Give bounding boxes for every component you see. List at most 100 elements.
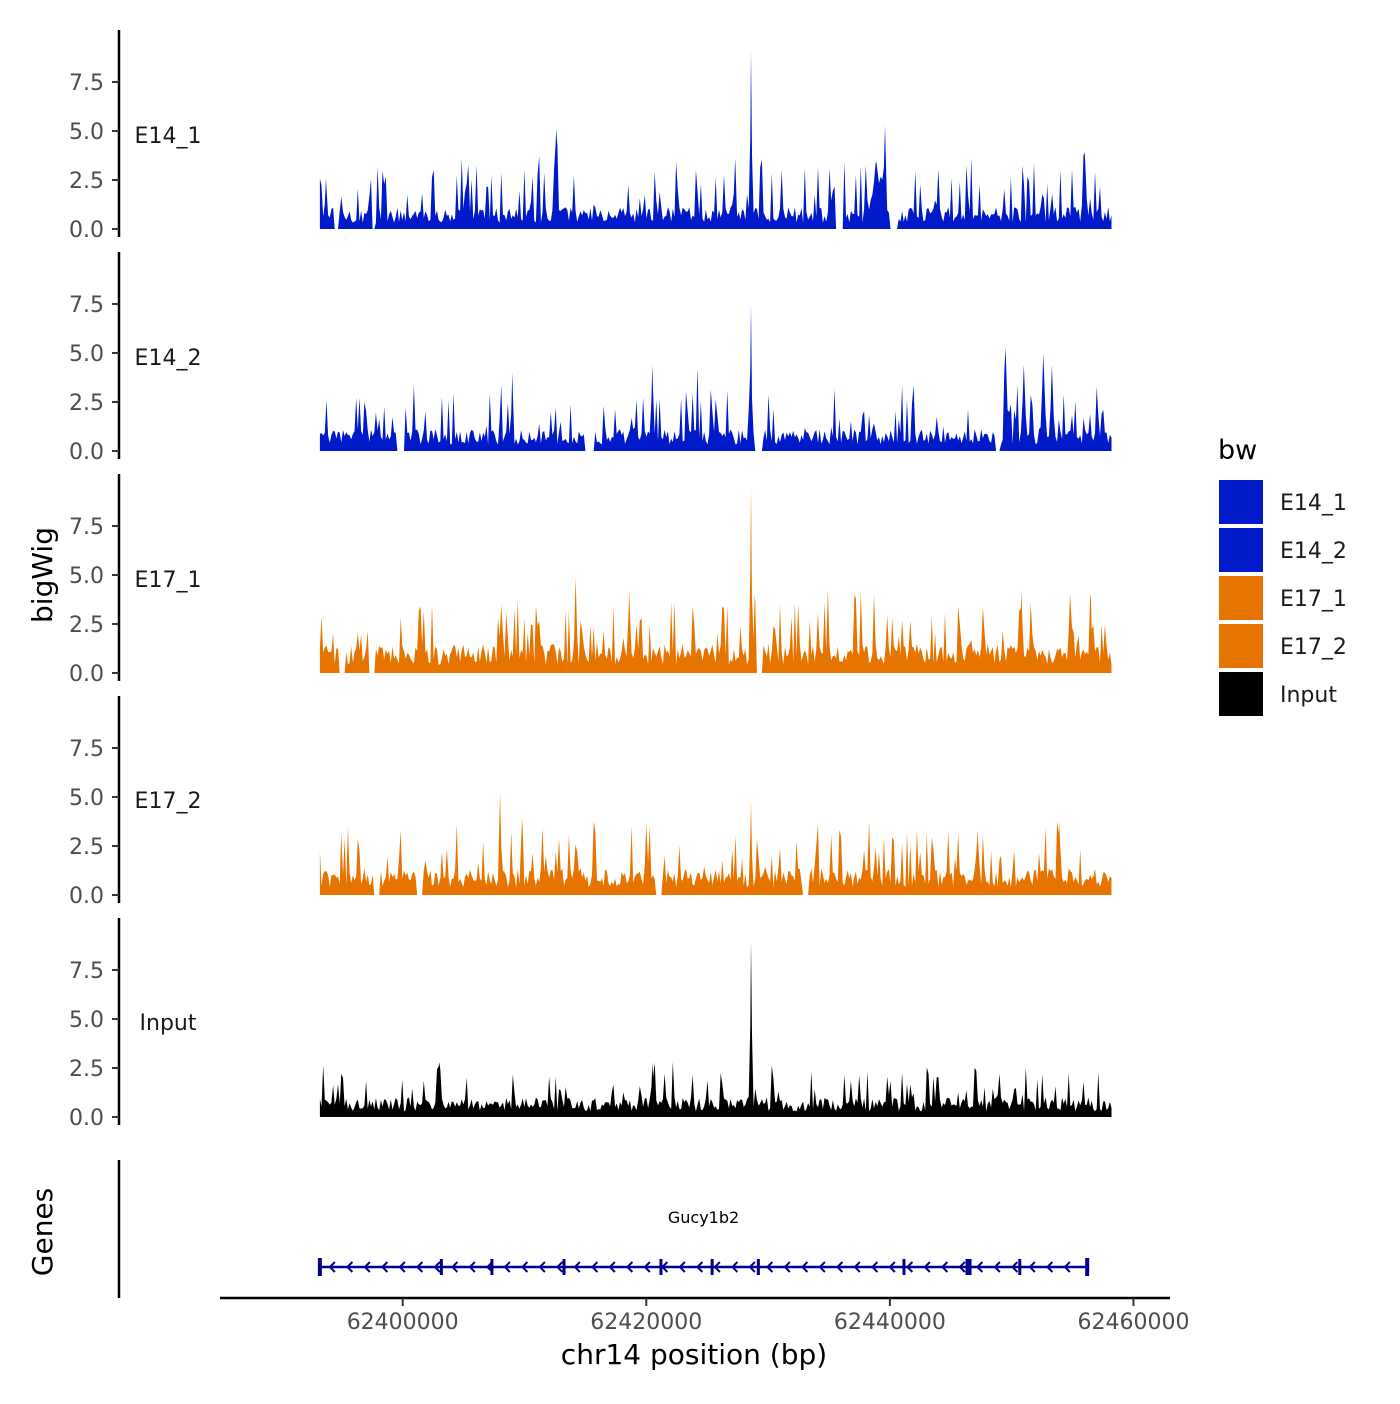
signal-area-E14_1: [319, 50, 1112, 230]
y-tick-label: 2.5: [69, 835, 104, 860]
gene-exon: [562, 1259, 566, 1275]
strand-arrow: [888, 1261, 896, 1273]
strand-arrow: [1063, 1261, 1071, 1273]
strand-arrow: [678, 1261, 686, 1273]
gene-exon: [439, 1259, 443, 1275]
x-tick-label: 62400000: [347, 1310, 459, 1335]
strand-arrow: [993, 1261, 1001, 1273]
facet-label-E17_1: E17_1: [135, 568, 202, 593]
y-tick-label: 0.0: [69, 1106, 104, 1131]
legend-swatch-E14_2: [1219, 528, 1263, 572]
facet-label-E17_2: E17_2: [135, 789, 202, 814]
gene-exon: [710, 1259, 714, 1275]
strand-arrow: [468, 1261, 476, 1273]
panel-E14_2: 0.0 2.5 5.0 7.5 E14_2: [69, 252, 1112, 465]
y-tick-label: 7.5: [69, 293, 104, 318]
gene-label: Gucy1b2: [668, 1208, 739, 1227]
strand-arrow: [555, 1261, 564, 1273]
gene-exon: [965, 1259, 969, 1275]
legend-label-E17_2: E17_2: [1280, 635, 1347, 660]
legend-label-E14_2: E14_2: [1280, 539, 1347, 564]
y-tick-label: 7.5: [69, 737, 104, 762]
gene-exon: [1085, 1258, 1090, 1276]
gene-panel: Gucy1b2: [117, 1160, 1090, 1298]
strand-arrow: [695, 1261, 704, 1273]
strand-arrow: [853, 1261, 861, 1273]
strand-arrow: [765, 1261, 774, 1273]
gene-exon: [902, 1259, 906, 1275]
strand-arrow: [975, 1261, 984, 1273]
strand-arrow: [625, 1261, 634, 1273]
strand-arrow: [1045, 1261, 1054, 1273]
x-tick-label: 62460000: [1077, 1310, 1189, 1335]
strand-arrow: [923, 1261, 931, 1273]
y-tick-label: 0.0: [69, 440, 104, 465]
strand-arrow: [730, 1261, 739, 1273]
strand-arrow: [660, 1261, 669, 1273]
strand-arrow: [835, 1261, 844, 1273]
strand-arrow: [800, 1261, 809, 1273]
legend-swatch-E17_2: [1219, 624, 1263, 668]
strand-arrow: [573, 1261, 581, 1273]
panel-E17_1: 0.0 2.5 5.0 7.5 E17_1: [69, 474, 1112, 687]
panel-E17_2: 0.0 2.5 5.0 7.5 E17_2: [69, 696, 1112, 909]
signal-area-Input: [319, 940, 1112, 1117]
strand-arrow: [345, 1261, 354, 1273]
gene-exon: [1018, 1259, 1022, 1275]
strand-arrow: [450, 1261, 459, 1273]
y-tick-label: 5.0: [69, 564, 104, 589]
y-tick-label: 0.0: [69, 884, 104, 909]
strand-arrow: [328, 1261, 336, 1273]
y-axis-title: bigWig: [26, 527, 59, 623]
gene-exon: [659, 1259, 663, 1275]
legend-label-E17_1: E17_1: [1280, 587, 1347, 612]
gene-exon: [968, 1259, 972, 1275]
strand-arrow: [1028, 1261, 1036, 1273]
strand-arrow: [538, 1261, 546, 1273]
signal-area-E14_2: [319, 304, 1112, 451]
strand-arrow: [783, 1261, 791, 1273]
x-axis-title: chr14 position (bp): [561, 1338, 827, 1371]
strand-arrow: [503, 1261, 511, 1273]
strand-arrow: [415, 1261, 424, 1273]
strand-arrow: [905, 1261, 914, 1273]
strand-arrow: [398, 1261, 406, 1273]
strand-arrow: [870, 1261, 879, 1273]
genes-axis-title: Genes: [26, 1188, 59, 1276]
y-tick-label: 2.5: [69, 169, 104, 194]
strand-arrow: [643, 1261, 651, 1273]
y-tick-label: 7.5: [69, 515, 104, 540]
y-tick-label: 5.0: [69, 120, 104, 145]
legend-label-Input: Input: [1280, 683, 1337, 708]
facet-label-Input: Input: [140, 1011, 197, 1036]
strand-arrow: [520, 1261, 529, 1273]
signal-area-E17_1: [319, 488, 1112, 673]
y-tick-label: 2.5: [69, 391, 104, 416]
y-tick-label: 2.5: [69, 613, 104, 638]
strand-arrow: [433, 1261, 441, 1273]
gene-exon: [317, 1258, 322, 1276]
strand-arrow: [713, 1261, 721, 1273]
x-tick-label: 62420000: [590, 1310, 702, 1335]
y-tick-label: 7.5: [69, 959, 104, 984]
strand-arrow: [940, 1261, 949, 1273]
strand-arrow: [608, 1261, 616, 1273]
signal-area-E17_2: [319, 793, 1112, 895]
legend-swatch-Input: [1219, 672, 1263, 716]
gene-exon: [490, 1259, 494, 1275]
y-tick-label: 7.5: [69, 71, 104, 96]
legend-label-E14_1: E14_1: [1280, 491, 1347, 516]
x-tick-label: 62440000: [834, 1310, 946, 1335]
strand-arrow: [958, 1261, 966, 1273]
strand-arrow: [485, 1261, 494, 1273]
track-panels: 0.0 2.5 5.0 7.5 E14_1 0.0 2.5 5.0 7.5 E14_2 0.0 2.5…: [69, 30, 1112, 1131]
legend-swatch-E17_1: [1219, 576, 1263, 620]
legend-swatch-E14_1: [1219, 480, 1263, 524]
y-tick-label: 5.0: [69, 786, 104, 811]
strand-arrow: [590, 1261, 599, 1273]
x-axis: 62400000 62420000 62440000 62460000: [220, 1296, 1189, 1335]
y-tick-label: 0.0: [69, 662, 104, 687]
strand-arrow: [380, 1261, 389, 1273]
facet-label-E14_2: E14_2: [135, 346, 202, 371]
